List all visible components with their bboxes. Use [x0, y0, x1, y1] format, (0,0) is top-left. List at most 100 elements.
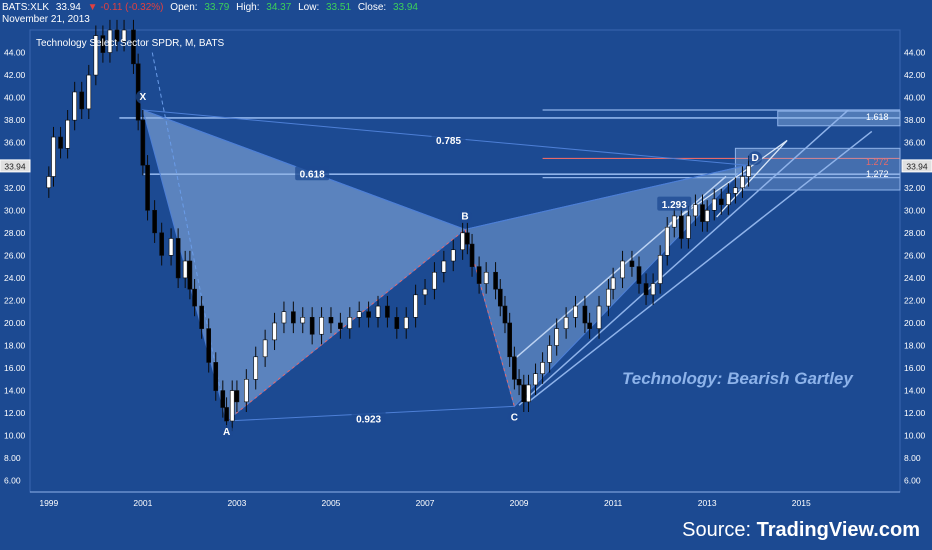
y-tick-label-right: 12.00 — [904, 408, 926, 418]
point-label-bg — [219, 425, 234, 440]
candle-body — [587, 322, 592, 329]
x-tick-label: 2013 — [698, 498, 717, 508]
fib-level-label: 1.272 — [866, 157, 889, 167]
x-tick-label: 2001 — [133, 498, 152, 508]
y-tick-label-left: 32.00 — [4, 183, 26, 193]
y-tick-label-right: 44.00 — [904, 48, 926, 58]
candle-body — [229, 390, 235, 422]
candle-body — [291, 311, 296, 324]
candle-body — [700, 204, 705, 222]
symbol-label[interactable]: BATS:XLK — [2, 2, 50, 13]
y-tick-label-left: 6.00 — [4, 476, 21, 486]
candle-body — [643, 283, 649, 296]
y-tick-label-left: 10.00 — [4, 431, 26, 441]
y-tick-label-right: 26.00 — [904, 250, 926, 260]
candle-body — [244, 379, 249, 403]
ratio-label-bg — [351, 410, 386, 425]
y-tick-label-left: 18.00 — [4, 341, 26, 351]
candle-body — [450, 249, 456, 262]
x-tick-label: 1999 — [39, 498, 58, 508]
y-tick-label-left: 26.00 — [4, 250, 26, 260]
point-label-a: A — [223, 427, 230, 438]
candle-body — [540, 362, 545, 374]
candle-body — [516, 379, 522, 386]
candle-body — [58, 136, 63, 149]
candle-body — [469, 243, 475, 267]
candle-body — [338, 322, 343, 329]
candle-body — [686, 215, 691, 239]
chart-subtitle: Technology Select Sector SPDR, M, BATS — [36, 38, 225, 49]
candle-body — [100, 35, 106, 53]
candle-body — [72, 91, 77, 121]
candle-body — [441, 260, 447, 273]
candle-body — [704, 209, 710, 222]
point-label-bg — [135, 90, 150, 105]
candle-body — [664, 226, 670, 256]
y-tick-label-left: 30.00 — [4, 205, 26, 215]
y-tick-label-right: 16.00 — [904, 363, 926, 373]
x-tick-label: 2007 — [416, 498, 435, 508]
candle-body — [465, 232, 470, 245]
candle-body — [175, 238, 181, 279]
dashed-line-ab — [226, 229, 466, 422]
y-tick-label-right: 14.00 — [904, 386, 926, 396]
candle-body — [746, 165, 751, 177]
candle-body — [394, 317, 400, 329]
price-change: ▼ -0.11 (-0.32%) — [87, 2, 164, 13]
candle-body — [636, 266, 642, 284]
candle-body — [192, 288, 197, 307]
y-tick-label-right: 24.00 — [904, 273, 926, 283]
fib-zone-1272 — [734, 147, 901, 191]
candle-body — [65, 119, 70, 149]
candle-body — [182, 260, 188, 279]
candle-body — [385, 305, 390, 318]
candle-body — [526, 384, 531, 403]
high-value: 34.37 — [266, 2, 292, 13]
candle-body — [740, 176, 745, 189]
close-value: 33.94 — [392, 2, 418, 13]
candle-body — [483, 271, 489, 284]
y-tick-label-left: 24.00 — [4, 273, 26, 283]
y-tick-label-right: 36.00 — [904, 138, 926, 148]
candle-body — [46, 176, 52, 189]
x-tick-label: 2009 — [510, 498, 529, 508]
candle-body — [121, 29, 127, 42]
candle-body — [596, 305, 602, 329]
candle-body — [347, 317, 353, 329]
candle-body — [554, 328, 560, 346]
y-tick-label-left: 40.00 — [4, 93, 26, 103]
candle-body — [366, 311, 371, 318]
candle-body — [51, 136, 56, 177]
candle-body — [671, 215, 677, 228]
ratio-label: 0.785 — [436, 136, 461, 147]
symbol-header: BATS:XLK 33.94 ▼ -0.11 (-0.32%) Open: 33… — [2, 2, 422, 13]
candle-body — [79, 91, 85, 110]
candle-body — [582, 305, 588, 324]
candle-body — [733, 187, 738, 194]
y-tick-label-left: 8.00 — [4, 453, 21, 463]
point-label-c: C — [511, 412, 518, 423]
y-tick-label-left: 28.00 — [4, 228, 26, 238]
candle-body — [711, 198, 717, 211]
candle-body — [507, 322, 512, 358]
candle-body — [573, 305, 578, 318]
point-label-bg — [458, 209, 472, 224]
candle-body — [726, 193, 731, 205]
candle-body — [497, 288, 503, 307]
low-value: 33.51 — [326, 2, 352, 13]
source-credit: Source: TradingView.com — [682, 519, 920, 542]
x-tick-label: 2011 — [604, 498, 623, 508]
y-tick-label-right: 8.00 — [904, 453, 921, 463]
y-tick-label-right: 6.00 — [904, 476, 921, 486]
plot-frame — [29, 29, 901, 493]
ratio-label-bg — [657, 196, 692, 211]
y-tick-label-right: 10.00 — [904, 431, 926, 441]
y-tick-label-left: 22.00 — [4, 295, 26, 305]
y-tick-label-left: 20.00 — [4, 318, 26, 328]
candle-body — [152, 209, 157, 234]
y-tick-label-left: 42.00 — [4, 70, 26, 80]
candle-body — [563, 317, 569, 329]
candle-body — [131, 29, 136, 65]
candle-body — [521, 384, 527, 403]
